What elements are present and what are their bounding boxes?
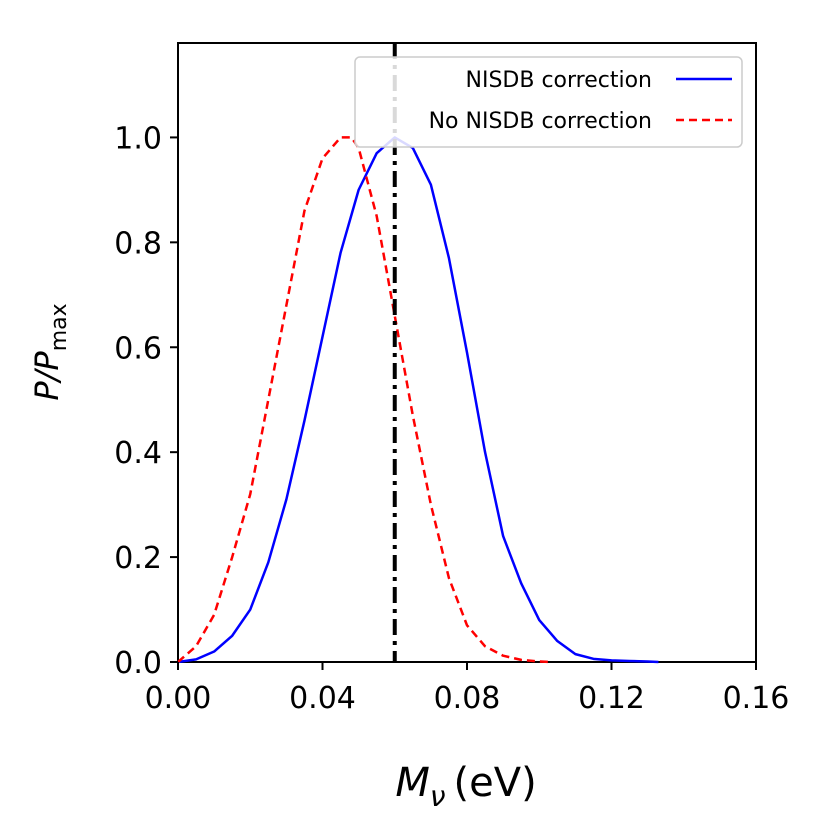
legend-label-no-nisdb: No NISDB correction xyxy=(429,109,652,134)
y-axis-title: P/Pmax xyxy=(28,303,72,400)
y-axis-subscript: max xyxy=(47,303,72,351)
legend: NISDB correction No NISDB correction xyxy=(354,56,743,148)
x-axis-title: Mν (eV) xyxy=(395,760,536,813)
x-tick-label: 0.00 xyxy=(145,681,212,716)
labels-layer: 0.00 0.04 0.08 0.12 0.16 0.0 0.2 0.4 0.6 0.8 1.0 xyxy=(114,121,789,716)
x-tick-label: 0.16 xyxy=(723,681,790,716)
x-tick-label: 0.08 xyxy=(434,681,501,716)
y-tick-label: 0.6 xyxy=(114,331,162,366)
series-line-1 xyxy=(177,136,551,664)
y-tick-label: 0.4 xyxy=(114,436,162,471)
legend-label-nisdb: NISDB correction xyxy=(466,68,652,93)
x-tick-label: 0.12 xyxy=(578,681,645,716)
x-tick-label: 0.04 xyxy=(289,681,356,716)
x-axis-subscript: ν xyxy=(430,780,446,813)
series-line-0 xyxy=(177,136,659,664)
y-tick-label: 0.0 xyxy=(114,646,162,681)
legend-box xyxy=(354,56,743,148)
svg-text:Mν(eV): Mν (eV) xyxy=(395,760,536,813)
x-axis-symbol: M xyxy=(395,760,430,806)
y-tick-label: 1.0 xyxy=(114,121,162,156)
y-axis-base: P/P xyxy=(28,351,66,401)
ticks-layer xyxy=(170,136,757,670)
series-layer xyxy=(177,136,659,664)
svg-text:P/Pmax: P/Pmax xyxy=(28,303,72,400)
x-axis-unit: (eV) xyxy=(453,760,536,806)
y-tick-label: 0.8 xyxy=(114,226,162,261)
y-tick-label: 0.2 xyxy=(114,541,162,576)
